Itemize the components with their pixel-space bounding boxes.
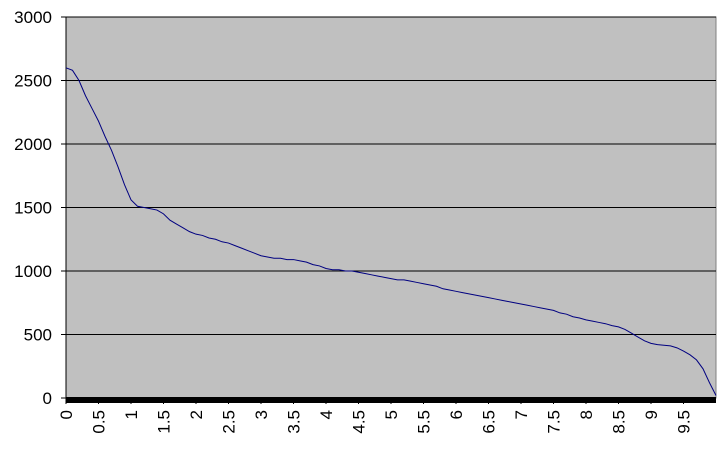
y-tick-label: 2500 — [14, 72, 52, 91]
y-tick-label: 3000 — [14, 8, 52, 27]
y-tick-label: 0 — [43, 389, 52, 408]
y-tick-label: 1500 — [14, 199, 52, 218]
x-tick-label: 2 — [187, 410, 206, 419]
y-tick-label: 500 — [24, 326, 52, 345]
data-line — [65, 67, 717, 396]
x-tick-label: 1 — [122, 410, 141, 419]
x-tick-label: 4.5 — [350, 410, 369, 434]
x-tick-label: 5 — [382, 410, 401, 419]
x-tick-label: 0 — [57, 410, 76, 419]
y-tick-label: 1000 — [14, 262, 52, 281]
x-tick-label: 2.5 — [220, 410, 239, 434]
x-tick-label: 8 — [577, 410, 596, 419]
x-tick-label: 3 — [252, 410, 271, 419]
x-tick-label: 7 — [512, 410, 531, 419]
x-tick-label: 5.5 — [415, 410, 434, 434]
x-tick-label: 1.5 — [155, 410, 174, 434]
x-tick-label: 6 — [447, 410, 466, 419]
x-tick-label: 8.5 — [610, 410, 629, 434]
x-tick-label: 7.5 — [545, 410, 564, 434]
x-tick-label: 9 — [642, 410, 661, 419]
y-tick-label: 2000 — [14, 135, 52, 154]
x-tick-label: 4 — [317, 410, 336, 419]
x-tick-label: 9.5 — [675, 410, 694, 434]
x-tick-label: 3.5 — [285, 410, 304, 434]
x-tick-label: 6.5 — [480, 410, 499, 434]
x-tick-label: 0.5 — [90, 410, 109, 434]
